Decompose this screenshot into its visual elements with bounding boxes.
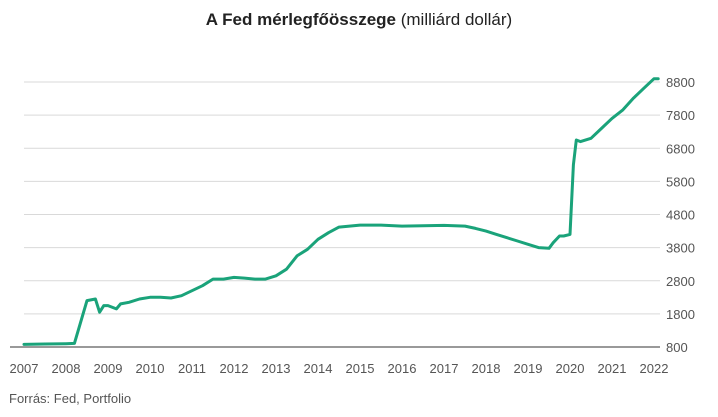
x-tick-label-2018: 2018 bbox=[472, 361, 501, 376]
chart-title: A Fed mérlegfőösszege (milliárd dollár) bbox=[0, 10, 718, 30]
y-tick-label-5800: 5800 bbox=[666, 174, 695, 189]
series-line-0 bbox=[22, 77, 660, 346]
y-tick-label-4800: 4800 bbox=[666, 208, 695, 223]
chart-title-main: A Fed mérlegfőösszege bbox=[205, 10, 396, 29]
chart-title-unit: (milliárd dollár) bbox=[400, 10, 513, 29]
y-tick-label-800: 800 bbox=[666, 340, 688, 355]
x-tick-label-2010: 2010 bbox=[136, 361, 165, 376]
y-tick-label-1800: 1800 bbox=[666, 307, 695, 322]
x-tick-label-2014: 2014 bbox=[304, 361, 333, 376]
y-tick-label-6800: 6800 bbox=[666, 141, 695, 156]
source-note: Forrás: Fed, Portfolio bbox=[9, 391, 132, 406]
x-tick-label-2022: 2022 bbox=[640, 361, 669, 376]
x-tick-label-2012: 2012 bbox=[220, 361, 249, 376]
y-tick-label-3800: 3800 bbox=[666, 241, 695, 256]
x-tick-label-2016: 2016 bbox=[388, 361, 417, 376]
x-tick-label-2008: 2008 bbox=[52, 361, 81, 376]
x-tick-label-2007: 2007 bbox=[10, 361, 39, 376]
x-tick-label-2020: 2020 bbox=[556, 361, 585, 376]
x-tick-label-2017: 2017 bbox=[430, 361, 459, 376]
x-tick-label-2011: 2011 bbox=[178, 361, 206, 376]
x-tick-label-2013: 2013 bbox=[262, 361, 291, 376]
x-tick-label-2021: 2021 bbox=[598, 361, 627, 376]
x-tick-label-2009: 2009 bbox=[94, 361, 123, 376]
y-tick-label-7800: 7800 bbox=[666, 108, 695, 123]
x-tick-label-2019: 2019 bbox=[514, 361, 543, 376]
x-tick-label-2015: 2015 bbox=[346, 361, 375, 376]
y-tick-label-2800: 2800 bbox=[666, 274, 695, 289]
y-tick-label-8800: 8800 bbox=[666, 75, 695, 90]
line-chart: 800 1800 2800 3800 4800 5800 6800 7800 8800 2007 2… bbox=[10, 75, 695, 376]
